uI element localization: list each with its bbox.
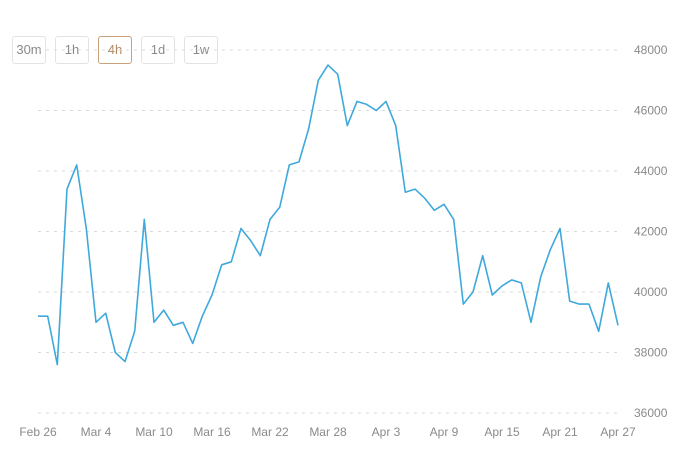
- x-tick-label: Apr 9: [430, 425, 459, 439]
- x-tick-label: Mar 10: [135, 425, 173, 439]
- interval-1w-button[interactable]: 1w: [184, 36, 218, 64]
- y-tick-label: 46000: [634, 104, 668, 118]
- price-series-line: [38, 64, 619, 366]
- y-tick-label: 42000: [634, 225, 668, 239]
- x-tick-label: Apr 3: [372, 425, 401, 439]
- y-tick-label: 40000: [634, 285, 668, 299]
- x-tick-label: Mar 28: [309, 425, 347, 439]
- x-tick-label: Apr 15: [484, 425, 520, 439]
- x-tick-label: Mar 22: [251, 425, 289, 439]
- y-tick-label: 48000: [634, 43, 668, 57]
- x-tick-label: Apr 27: [600, 425, 636, 439]
- y-tick-label: 38000: [634, 346, 668, 360]
- y-tick-label: 36000: [634, 406, 668, 420]
- x-tick-label: Mar 16: [193, 425, 231, 439]
- x-tick-label: Feb 26: [19, 425, 57, 439]
- y-tick-label: 44000: [634, 164, 668, 178]
- x-tick-label: Apr 21: [542, 425, 578, 439]
- x-tick-label: Mar 4: [81, 425, 112, 439]
